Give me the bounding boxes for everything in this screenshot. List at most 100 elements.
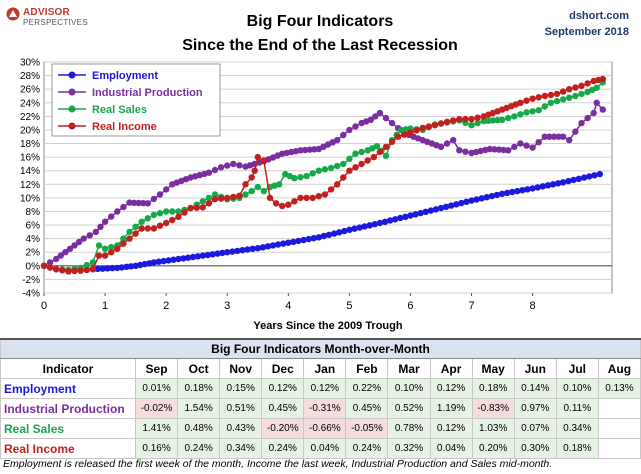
data-point (297, 194, 304, 202)
data-point (163, 186, 170, 193)
data-point (327, 164, 335, 172)
data-point (169, 208, 176, 215)
data-point (566, 136, 573, 144)
value-cell: 0.34% (555, 418, 599, 439)
data-point (382, 152, 390, 159)
data-point (468, 115, 475, 123)
data-point (546, 133, 553, 140)
data-point (83, 261, 91, 269)
data-point (593, 99, 600, 107)
advisor-perspectives-logo: ADVISOR PERSPECTIVES (6, 6, 101, 28)
data-point (101, 252, 109, 259)
data-point (541, 103, 548, 110)
data-point (244, 246, 251, 253)
data-point (53, 266, 60, 273)
data-point (309, 194, 316, 202)
data-point (599, 106, 606, 113)
data-point (132, 223, 139, 230)
value-cell: -0.02% (134, 398, 179, 419)
data-point (309, 170, 316, 177)
data-point (114, 208, 121, 215)
data-point (279, 202, 286, 210)
value-cell: 0.10% (387, 378, 431, 399)
data-point (199, 198, 206, 205)
date-label: September 2018 (544, 26, 629, 38)
y-tick-label: 4% (26, 234, 41, 245)
data-point (474, 119, 481, 127)
data-point (57, 252, 64, 259)
data-point (156, 210, 164, 217)
value-cell: 0.45% (345, 398, 389, 419)
data-point (511, 113, 518, 120)
data-point (199, 252, 206, 259)
data-point (361, 223, 368, 230)
data-point (566, 94, 573, 101)
value-cell: 0.12% (429, 378, 473, 399)
y-tick-label: 18% (20, 139, 40, 150)
month-header: Nov (219, 358, 263, 379)
data-point (66, 245, 74, 252)
data-point (494, 116, 501, 124)
value-cell: 0.24% (261, 438, 305, 459)
value-cell: 0.16% (134, 438, 179, 459)
data-point (156, 191, 164, 198)
data-point (144, 225, 151, 232)
value-cell: 0.18% (555, 438, 599, 459)
logo-mark-icon (6, 7, 20, 21)
data-point (575, 175, 582, 182)
data-point (456, 115, 463, 123)
value-cell: 0.13% (597, 378, 641, 399)
data-point (547, 99, 555, 107)
data-point (485, 117, 492, 125)
data-point (175, 213, 182, 221)
data-point (330, 230, 338, 237)
data-point (578, 90, 585, 98)
data-point (504, 189, 511, 197)
data-point (83, 266, 91, 274)
data-point (468, 197, 475, 204)
data-point (586, 173, 593, 180)
value-cell: 0.12% (429, 418, 473, 439)
x-axis-label: Years Since the 2009 Trough (253, 320, 402, 332)
data-point (547, 91, 555, 99)
data-point (370, 153, 377, 161)
data-point (358, 160, 365, 168)
data-point (550, 133, 558, 140)
data-point (346, 167, 353, 174)
data-point (437, 143, 445, 151)
y-tick-label: 24% (20, 98, 40, 109)
data-point (553, 97, 561, 105)
legend-marker (68, 71, 76, 79)
data-point (65, 268, 72, 275)
data-point (517, 111, 524, 118)
data-point (462, 115, 469, 123)
x-tick-label: 5 (346, 300, 352, 312)
data-point (150, 195, 158, 203)
data-point (40, 262, 48, 269)
y-tick-label: 30% (20, 58, 40, 69)
data-point (596, 170, 603, 178)
data-point (99, 265, 106, 272)
x-tick-label: 6 (407, 300, 413, 312)
data-point (580, 174, 588, 181)
data-point (150, 259, 158, 266)
value-cell: -0.20% (261, 418, 305, 439)
data-point (388, 138, 396, 145)
data-point (97, 223, 104, 230)
data-point (468, 122, 475, 129)
data-point (480, 117, 487, 125)
y-tick-label: 2% (26, 248, 41, 259)
month-header: Jan (303, 358, 347, 379)
data-point (327, 186, 335, 193)
x-tick-label: 7 (468, 300, 474, 312)
data-point (453, 201, 460, 208)
data-point (402, 213, 409, 220)
month-header: Mar (387, 358, 431, 379)
data-point (511, 143, 518, 151)
data-point (539, 183, 546, 190)
data-point (572, 92, 579, 100)
data-point (132, 230, 139, 237)
indicator-name: Real Sales (0, 418, 136, 439)
data-point (553, 90, 561, 98)
data-point (489, 117, 497, 124)
